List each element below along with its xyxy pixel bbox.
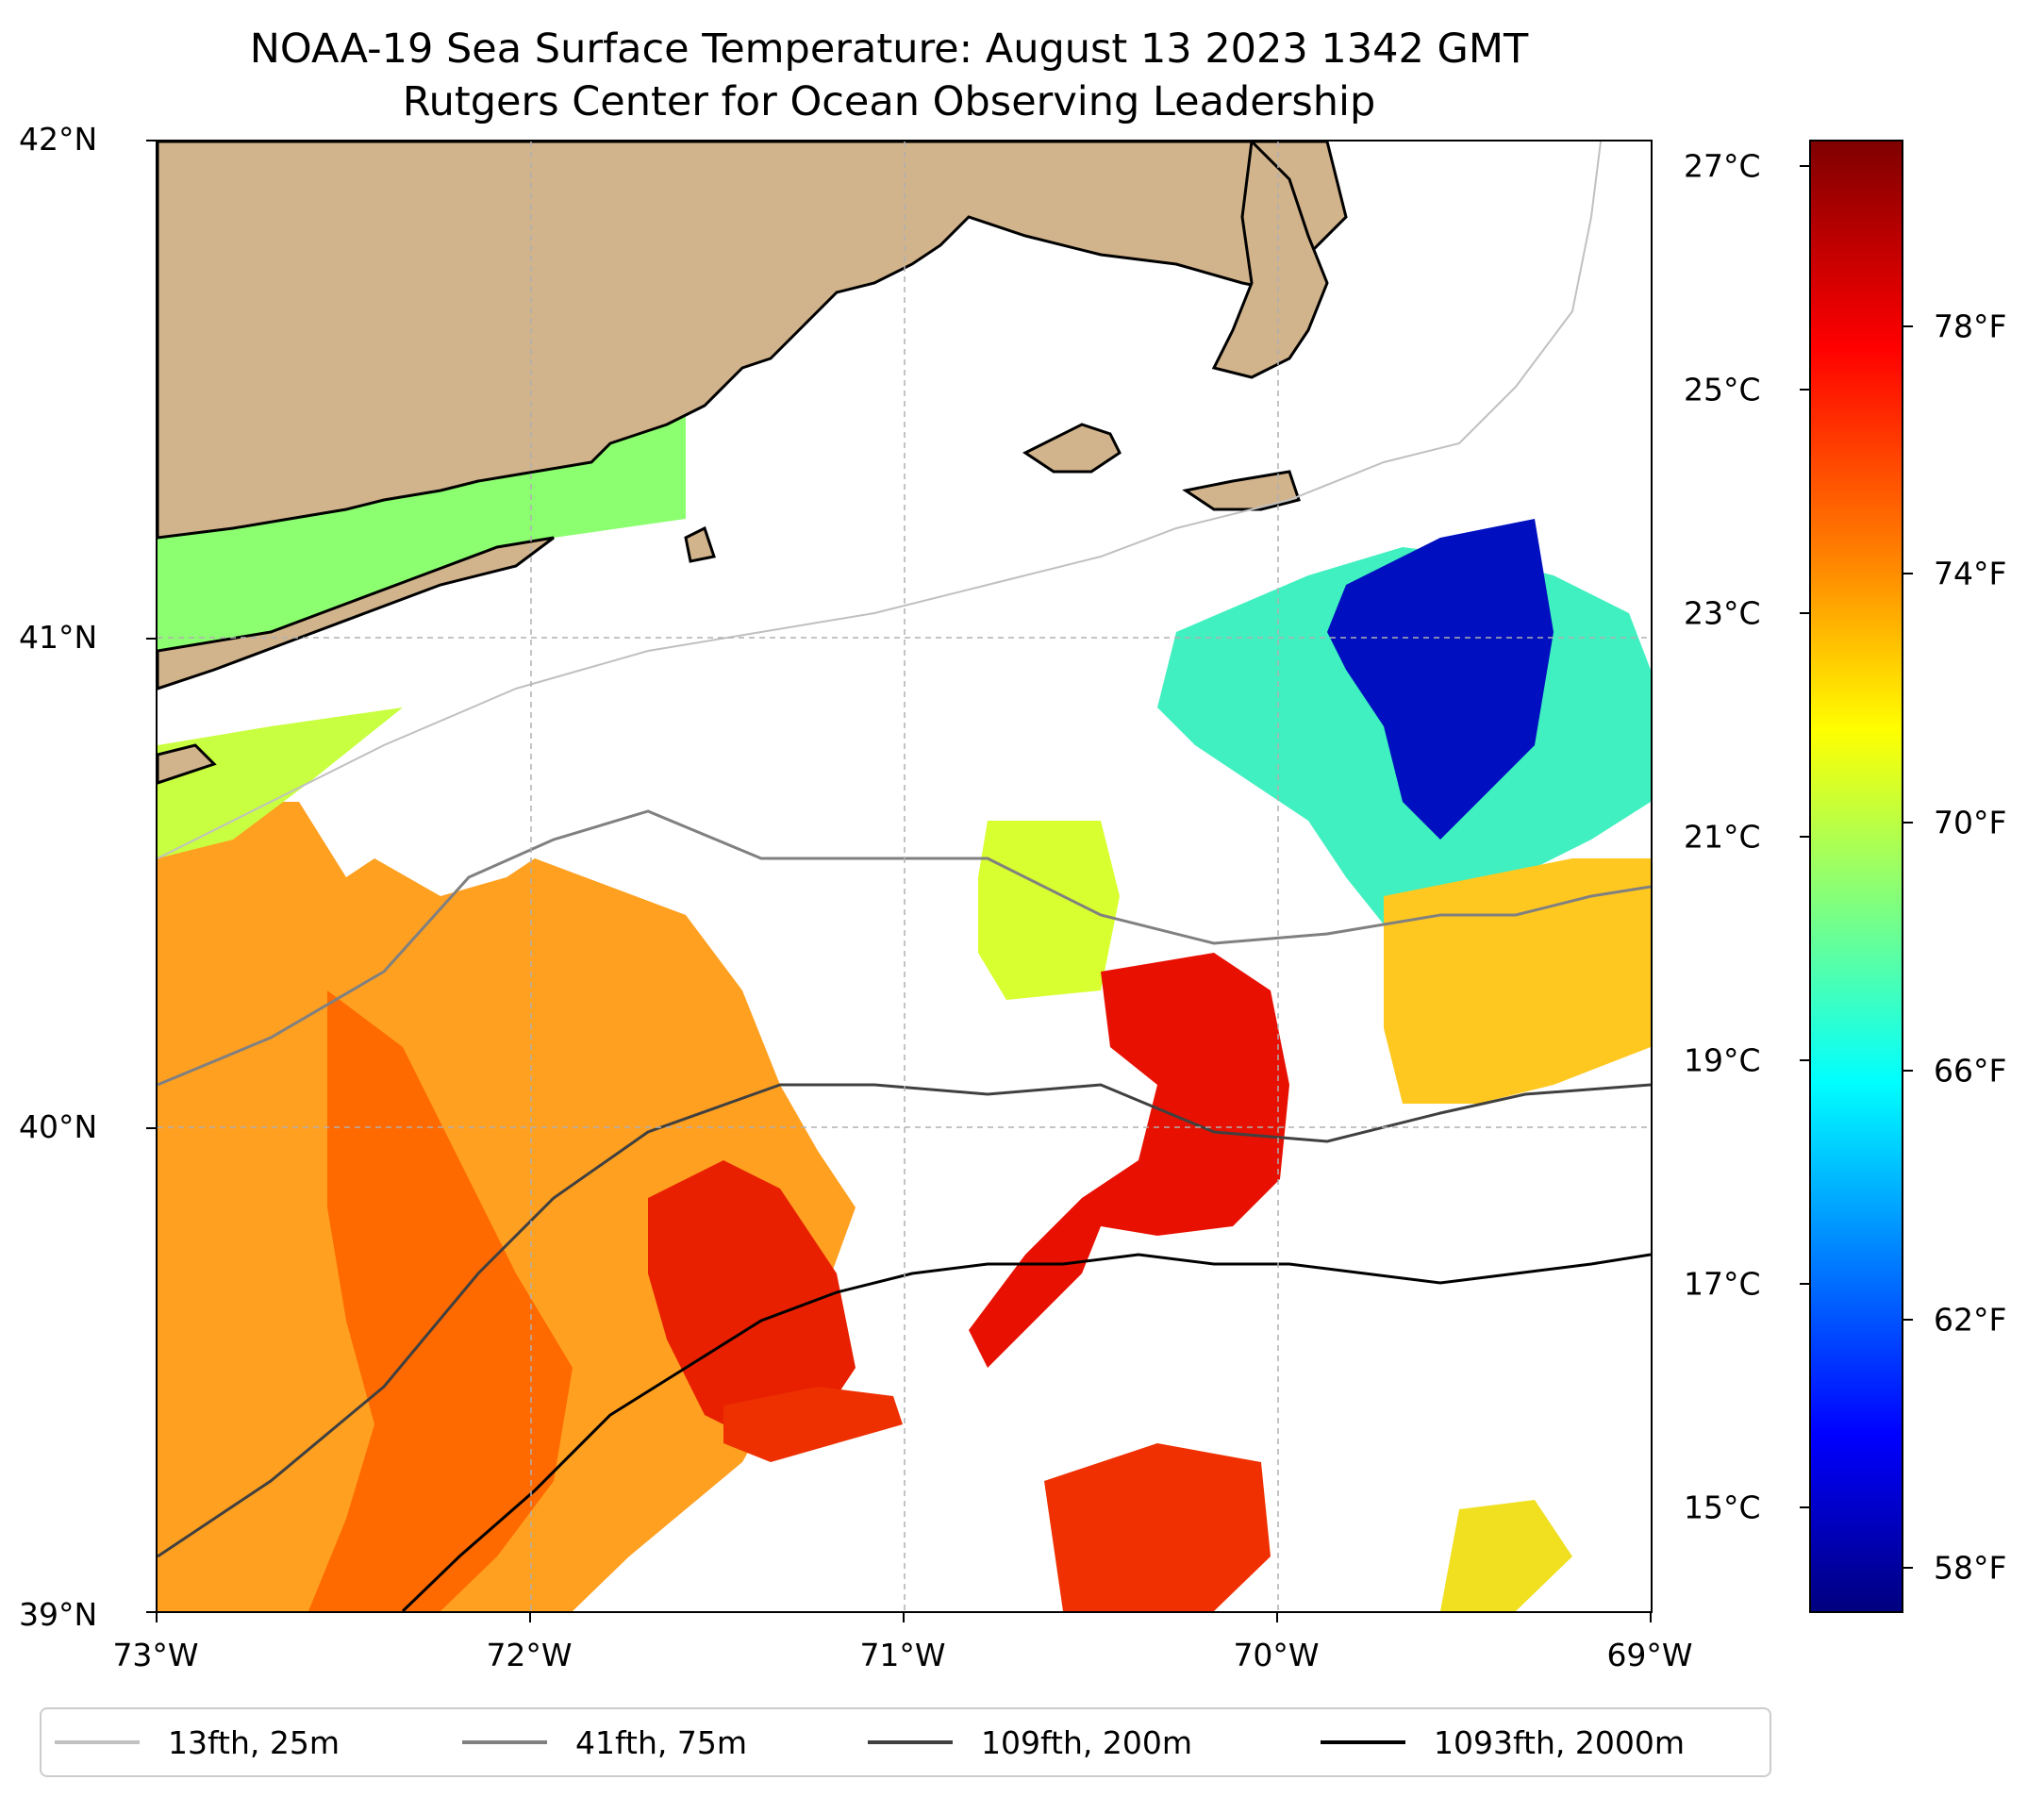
fahrenheit-label-58: 58°F — [1934, 1549, 2007, 1587]
celsius-tick-27 — [1800, 165, 1809, 167]
lon-tick-71 — [903, 1613, 905, 1622]
land-nantucket — [1182, 470, 1301, 511]
fahrenheit-label-70: 70°F — [1934, 804, 2007, 841]
lon-tick-72 — [529, 1613, 531, 1622]
title-line-1: NOAA-19 Sea Surface Temperature: August … — [249, 25, 1529, 73]
celsius-label-27: 27°C — [1684, 147, 1761, 185]
map-area — [156, 140, 1653, 1613]
legend-swatch-2000m — [1321, 1740, 1405, 1744]
isobath-2000m — [401, 1253, 1651, 1611]
celsius-tick-23 — [1800, 612, 1809, 614]
isobaths — [158, 141, 1651, 1611]
land-long-island — [158, 536, 555, 691]
lon-label-70: 70°W — [1233, 1637, 1320, 1673]
sst-red-far-south — [1044, 1443, 1271, 1611]
legend-swatch-25m — [55, 1740, 140, 1744]
land — [158, 141, 1348, 785]
isobath-legend: 13fth, 25m 41fth, 75m 109fth, 200m 1093f… — [40, 1707, 1771, 1777]
sst-coast-ny — [158, 707, 403, 858]
sst-patches — [158, 415, 1651, 1611]
legend-item-75m: 41fth, 75m — [462, 1709, 747, 1775]
legend-swatch-200m — [868, 1740, 953, 1744]
fahrenheit-label-62: 62°F — [1934, 1301, 2007, 1339]
lon-label-73: 73°W — [112, 1637, 199, 1673]
sst-red-south — [723, 1387, 903, 1462]
legend-label-2000m: 1093fth, 2000m — [1434, 1723, 1685, 1761]
fahrenheit-tick-78 — [1903, 325, 1913, 327]
sst-cold-northeast — [1327, 519, 1554, 840]
isobath-75m — [158, 809, 1651, 1087]
chart-title: NOAA-19 Sea Surface Temperature: August … — [0, 23, 1778, 128]
sst-warm-east — [1384, 858, 1651, 1104]
legend-label-75m: 41fth, 75m — [575, 1723, 747, 1761]
isobath-200m — [158, 1083, 1651, 1558]
legend-item-25m: 13fth, 25m — [55, 1709, 340, 1775]
legend-item-2000m: 1093fth, 2000m — [1321, 1709, 1685, 1775]
lon-label-72: 72°W — [486, 1637, 573, 1673]
land-cape-cod — [1211, 141, 1329, 379]
land-new-england — [158, 141, 1348, 540]
celsius-label-15: 15°C — [1684, 1489, 1761, 1526]
land-block-island — [684, 525, 716, 563]
sst-map — [158, 141, 1651, 1611]
gridlines — [158, 141, 1651, 1611]
celsius-tick-19 — [1800, 1059, 1809, 1061]
sst-red-center — [969, 953, 1289, 1368]
sst-small-se — [1440, 1500, 1572, 1611]
fahrenheit-tick-62 — [1903, 1319, 1913, 1321]
fahrenheit-tick-74 — [1903, 573, 1913, 574]
lon-tick-73 — [156, 1613, 158, 1622]
celsius-tick-17 — [1800, 1283, 1809, 1285]
lat-tick-42 — [146, 140, 156, 141]
celsius-label-19: 19°C — [1684, 1041, 1761, 1079]
lat-label-42: 42°N — [19, 121, 98, 158]
lat-label-39: 39°N — [19, 1596, 98, 1633]
lon-label-71: 71°W — [859, 1637, 946, 1673]
fahrenheit-label-78: 78°F — [1934, 308, 2007, 345]
lat-label-41: 41°N — [19, 619, 98, 656]
land-nj-coast — [158, 743, 217, 785]
celsius-tick-25 — [1800, 389, 1809, 391]
celsius-tick-15 — [1800, 1506, 1809, 1508]
fahrenheit-label-74: 74°F — [1934, 555, 2007, 592]
celsius-label-21: 21°C — [1684, 818, 1761, 856]
fahrenheit-label-66: 66°F — [1934, 1052, 2007, 1090]
legend-label-25m: 13fth, 25m — [168, 1723, 340, 1761]
celsius-label-23: 23°C — [1684, 594, 1761, 632]
lat-tick-40 — [146, 1127, 156, 1129]
sst-red-central — [648, 1160, 856, 1443]
legend-swatch-75m — [462, 1740, 547, 1744]
fahrenheit-tick-58 — [1903, 1567, 1913, 1569]
legend-label-200m: 109fth, 200m — [981, 1723, 1192, 1761]
celsius-label-17: 17°C — [1684, 1265, 1761, 1303]
colorbar — [1809, 140, 1903, 1613]
celsius-tick-21 — [1800, 836, 1809, 838]
legend-item-200m: 109fth, 200m — [868, 1709, 1192, 1775]
fahrenheit-tick-66 — [1903, 1070, 1913, 1072]
land-marthas-vineyard — [1022, 423, 1122, 474]
fahrenheit-tick-70 — [1903, 822, 1913, 824]
lon-label-69: 69°W — [1606, 1637, 1693, 1673]
lat-tick-39 — [146, 1611, 156, 1613]
sst-hot-southwest — [308, 990, 573, 1611]
lon-tick-70 — [1276, 1613, 1278, 1622]
celsius-label-25: 25°C — [1684, 371, 1761, 408]
sst-center-yellow — [978, 821, 1120, 1000]
lat-label-40: 40°N — [19, 1108, 98, 1145]
lat-tick-41 — [146, 638, 156, 640]
isobath-25m — [158, 141, 1602, 859]
lon-tick-69 — [1650, 1613, 1652, 1622]
title-line-2: Rutgers Center for Ocean Observing Leade… — [402, 78, 1376, 125]
